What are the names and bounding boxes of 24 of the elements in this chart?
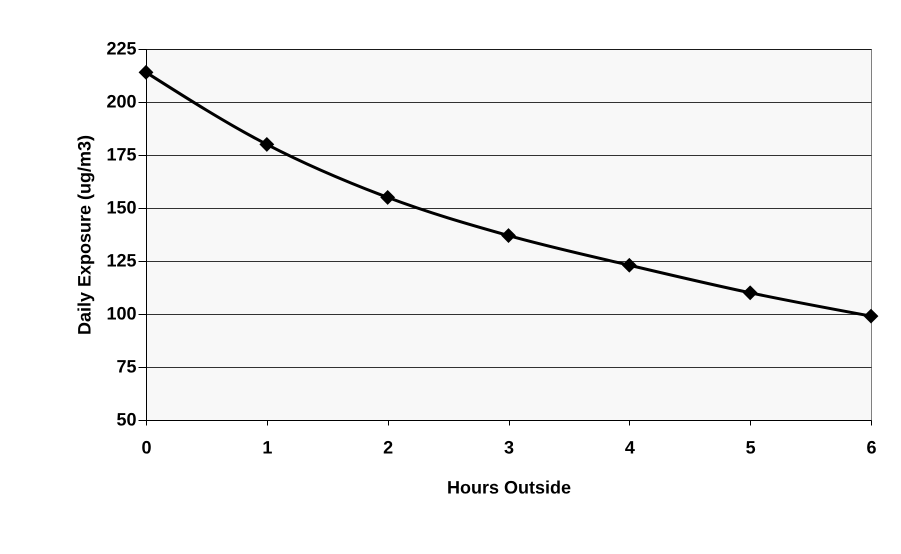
x-tick-label: 1	[262, 438, 272, 458]
point	[864, 308, 878, 324]
x-tick-label: 4	[624, 438, 635, 458]
y-axis-title: Daily Exposure (ug/m3)	[74, 134, 94, 336]
y-tick-label: 175	[106, 144, 136, 164]
x-tick-label: 0	[141, 438, 152, 458]
x-tick-label: 3	[504, 438, 514, 458]
y-tick-label: 75	[116, 356, 136, 376]
point	[501, 228, 516, 243]
y-tick-label: 200	[106, 92, 136, 112]
y-tick-label: 125	[106, 250, 136, 270]
x-tick-label: 6	[866, 438, 877, 458]
y-tick-label: 225	[106, 38, 136, 58]
x-tick-label: 2	[383, 438, 394, 458]
x-tick-label: 5	[746, 438, 756, 458]
point	[742, 285, 758, 300]
point	[138, 64, 154, 80]
y-tick-label: 100	[106, 304, 136, 324]
x-axis-title: Hours Outside	[446, 478, 572, 498]
y-tick-label: 50	[116, 410, 136, 430]
y-tick-label: 150	[106, 198, 136, 218]
point	[380, 190, 396, 205]
point	[259, 136, 274, 152]
point	[622, 258, 637, 273]
